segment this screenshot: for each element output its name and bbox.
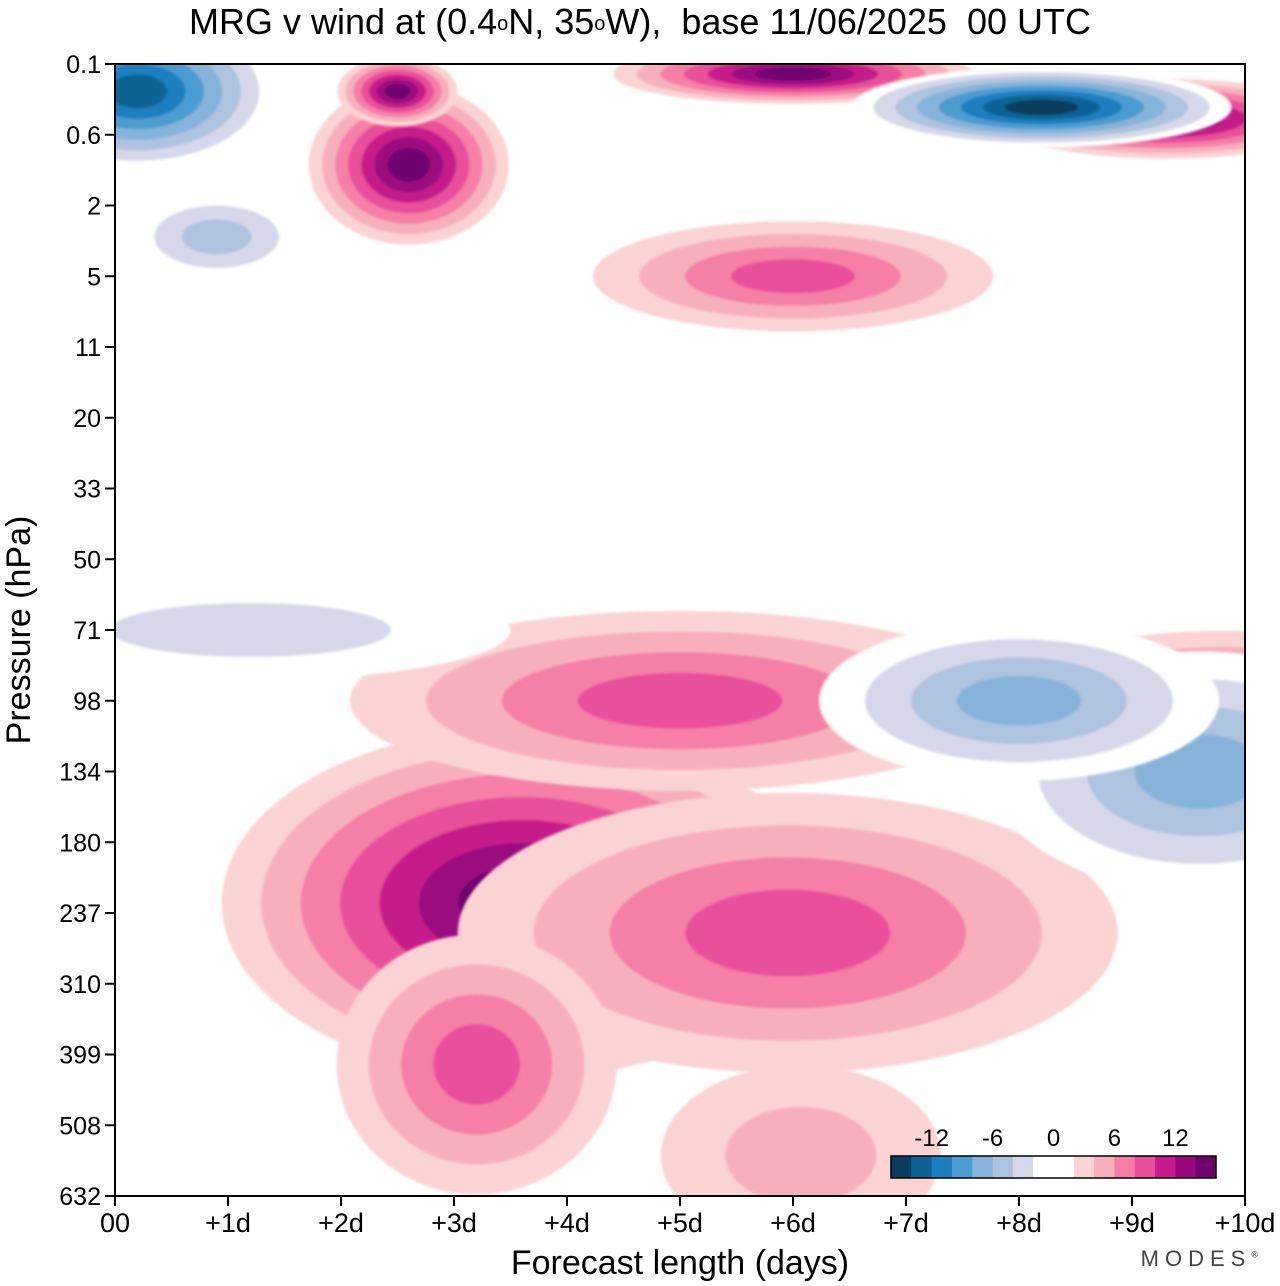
contour-negative-14: [851, 67, 1232, 148]
contour-band: [685, 889, 891, 977]
contour-positive-9: [308, 84, 509, 245]
y-tick-label: 632: [59, 1183, 101, 1211]
colorbar-swatch: [972, 1156, 994, 1178]
colorbar-tick-label: 0: [1047, 1125, 1060, 1152]
contour-band: [731, 259, 855, 294]
colorbar-swatch: [1094, 1156, 1115, 1178]
colorbar-tick-label: 6: [1108, 1125, 1121, 1152]
contour-band: [384, 83, 411, 99]
contour-band: [577, 672, 783, 729]
colorbar-swatch: [931, 1156, 953, 1178]
contour-positive-10: [337, 64, 458, 127]
y-tick-label: 20: [73, 405, 101, 433]
colorbar-swatch: [911, 1156, 933, 1178]
colorbar-swatch: [891, 1156, 912, 1178]
colorbar-swatch: [1134, 1156, 1156, 1178]
y-tick-label: 98: [73, 688, 101, 716]
y-tick-label: 134: [59, 759, 101, 787]
contour-negative-8: [115, 580, 511, 680]
colorbar-swatch: [1073, 1156, 1095, 1178]
colorbar-swatch: [1114, 1156, 1136, 1178]
x-tick-label: +6d: [770, 1208, 816, 1238]
colorbar-swatch: [1175, 1156, 1197, 1178]
x-tick-label: +2d: [318, 1208, 364, 1238]
colorbar-swatch: [951, 1156, 973, 1178]
y-tick-label: 33: [73, 476, 101, 504]
colorbar-frame: [890, 1155, 1217, 1179]
x-tick-label: +5d: [657, 1208, 703, 1238]
contour-band: [433, 1024, 520, 1105]
x-tick-label: +1d: [205, 1208, 251, 1238]
colorbar-tick-label: 12: [1162, 1125, 1189, 1152]
contour-band: [725, 1106, 877, 1196]
y-tick-label: 237: [59, 900, 101, 928]
x-axis-label: Forecast length (days): [511, 1244, 849, 1282]
x-tick-label: +9d: [1109, 1208, 1155, 1238]
contour-positive-2: [336, 934, 617, 1195]
contour-negative-16: [126, 191, 307, 282]
colorbar-swatch: [1012, 1156, 1034, 1178]
chart-title: MRG v wind at (0.4oN, 35oW), base 11/06/…: [189, 1, 1091, 42]
contour-band: [181, 219, 252, 255]
contour-band: [754, 67, 832, 81]
contour-band: [387, 147, 430, 182]
colorbar-tick-label: -6: [982, 1125, 1003, 1152]
y-tick-label: 310: [59, 971, 101, 999]
colorbar-swatch: [1155, 1156, 1176, 1178]
contour-positive-1: [457, 793, 1118, 1073]
y-tick-label: 0.1: [66, 51, 101, 79]
colorbar-swatch: [1053, 1156, 1075, 1178]
contour-positive-3: [660, 1065, 941, 1196]
y-tick-label: 399: [59, 1042, 101, 1070]
contour-negative-7: [819, 620, 1219, 781]
contour-negative-13: [115, 64, 278, 172]
colorbar-swatch: [1195, 1156, 1217, 1178]
x-tick-label: +7d: [883, 1208, 929, 1238]
y-tick-label: 2: [87, 193, 101, 221]
contour-positive-15: [593, 221, 993, 332]
x-tick-label: +3d: [431, 1208, 477, 1238]
y-tick-label: 180: [59, 829, 101, 857]
y-tick-label: 508: [59, 1112, 101, 1140]
contour-band: [1004, 99, 1079, 116]
y-tick-label: 11: [75, 334, 101, 362]
contour-band: [957, 675, 1081, 726]
x-tick-label: +8d: [996, 1208, 1042, 1238]
y-tick-label: 71: [73, 617, 101, 645]
y-tick-label: 0.6: [66, 122, 101, 150]
colorbar-swatch: [992, 1156, 1014, 1178]
contour-band: [115, 603, 391, 657]
contour-positive-4: [350, 610, 1010, 791]
y-tick-label: 5: [87, 263, 101, 291]
y-tick-label: 50: [73, 546, 101, 574]
brand-logo: MODES®: [1140, 1246, 1258, 1271]
contour-positive-11: [613, 64, 973, 104]
y-axis-label: Pressure (hPa): [0, 516, 38, 745]
x-tick-label: +10d: [1215, 1208, 1276, 1238]
x-tick-label: +4d: [544, 1208, 590, 1238]
colorbar-tick-label: -12: [914, 1125, 949, 1152]
contour-band: [115, 74, 168, 109]
x-tick-label: 00: [100, 1208, 130, 1238]
colorbar-swatch: [1033, 1156, 1054, 1178]
